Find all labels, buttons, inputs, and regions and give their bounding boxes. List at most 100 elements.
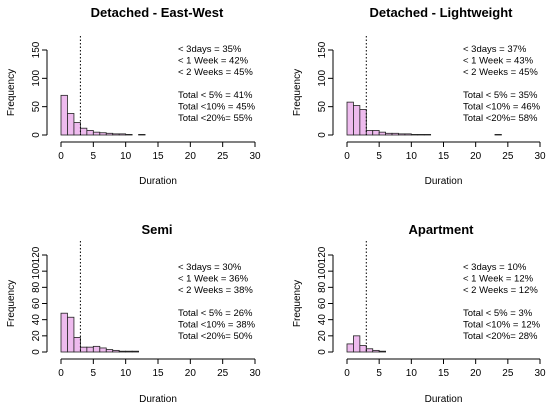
histogram-bar: [105, 349, 114, 353]
annotation-text: Total <20%= 58%: [463, 113, 538, 124]
x-tick-label: 5: [91, 368, 97, 379]
histogram-bar: [372, 349, 380, 353]
y-tick-label: 120: [317, 246, 328, 263]
annotation-text: Total <10% = 12%: [463, 320, 541, 331]
y-tick-label: 0: [317, 132, 328, 138]
annotation-text: Total < 5% = 26%: [178, 308, 253, 319]
annotation-text: Total <20%= 55%: [178, 113, 253, 124]
histogram-bar: [410, 134, 419, 136]
x-tick-label: 25: [502, 368, 514, 379]
chart-title: Semi: [141, 222, 172, 237]
histogram-bar: [346, 101, 354, 136]
y-tick-label: 40: [317, 314, 328, 326]
x-tick-label: 25: [217, 151, 229, 162]
histogram-bar: [417, 134, 425, 136]
histogram-bar: [112, 133, 120, 136]
histogram-bar: [385, 132, 393, 136]
x-tick-label: 10: [120, 368, 132, 379]
annotation-text: < 3days = 10%: [463, 262, 527, 273]
histogram-bar: [125, 134, 133, 136]
x-tick-label: 20: [185, 151, 197, 162]
histogram-bar: [67, 113, 75, 136]
histogram-bar: [353, 105, 361, 136]
x-axis-label: Duration: [425, 176, 463, 187]
histogram-bar: [92, 345, 101, 353]
x-tick-label: 15: [438, 368, 450, 379]
y-tick-label: 120: [31, 246, 42, 263]
histogram-bar: [80, 346, 88, 353]
x-tick-label: 20: [470, 151, 482, 162]
x-tick-label: 20: [185, 368, 197, 379]
x-axis-label: Duration: [139, 176, 177, 187]
y-axis-label: Frequency: [292, 280, 303, 327]
histogram-bar: [99, 347, 107, 353]
histogram-bar: [118, 133, 127, 136]
histogram-bar: [346, 343, 354, 353]
x-tick-label: 25: [502, 151, 514, 162]
chart-title: Detached - Lightweight: [370, 5, 514, 20]
histogram-bar: [73, 122, 81, 136]
x-tick-label: 20: [470, 368, 482, 379]
histogram-bar: [398, 133, 406, 136]
y-tick-label: 40: [31, 314, 42, 326]
x-tick-label: 10: [406, 151, 418, 162]
x-tick-label: 0: [344, 151, 350, 162]
histogram-bar: [73, 337, 81, 353]
x-tick-label: 5: [91, 151, 97, 162]
y-tick-label: 20: [31, 330, 42, 342]
histogram-bar: [365, 130, 374, 136]
y-tick-label: 100: [31, 70, 42, 87]
histogram-bar: [365, 348, 374, 353]
x-tick-label: 5: [376, 151, 382, 162]
annotation-text: < 2 Weeks = 38%: [178, 285, 253, 296]
histogram-bar: [125, 350, 133, 353]
y-axis-label: Frequency: [6, 280, 17, 327]
chart-panel-1: Detached - East-West 0 50 100 150 Frequency 0 5…: [6, 5, 261, 187]
x-axis-label: Duration: [139, 394, 177, 405]
x-tick-label: 30: [534, 368, 546, 379]
y-tick-label: 20: [317, 330, 328, 342]
histogram-bar: [131, 350, 139, 353]
annotation-text: Total < 5% = 41%: [178, 90, 253, 101]
x-tick-label: 10: [120, 151, 132, 162]
x-axis-label: Duration: [425, 394, 463, 405]
histogram-bar: [391, 132, 399, 136]
annotation-text: < 2 Weeks = 45%: [178, 67, 253, 78]
y-tick-label: 0: [317, 349, 328, 355]
x-tick-label: 5: [376, 368, 382, 379]
y-axis-label: Frequency: [6, 69, 17, 116]
histogram-bar: [378, 350, 386, 353]
y-tick-label: 60: [317, 298, 328, 310]
y-tick-label: 100: [31, 262, 42, 279]
y-tick-label: 80: [317, 281, 328, 293]
annotation-text: Total <10% = 38%: [178, 320, 256, 331]
y-tick-label: 100: [317, 262, 328, 279]
histogram-bar: [372, 130, 380, 136]
histogram-bar: [378, 131, 386, 136]
annotation-text: < 3days = 37%: [463, 44, 527, 55]
x-tick-label: 15: [438, 151, 450, 162]
histogram-bar: [60, 312, 68, 353]
x-tick-label: 30: [249, 151, 261, 162]
histogram-bar: [80, 127, 88, 136]
annotation-text: < 3days = 30%: [178, 262, 242, 273]
annotation-text: < 3days = 35%: [178, 44, 242, 55]
annotation-text: Total <10% = 46%: [463, 102, 541, 113]
y-tick-label: 50: [317, 101, 328, 113]
x-tick-label: 0: [58, 368, 64, 379]
histogram-bar: [353, 335, 361, 353]
annotation-text: Total <10% = 45%: [178, 102, 256, 113]
y-tick-label: 150: [317, 41, 328, 58]
y-tick-label: 150: [31, 41, 42, 58]
y-tick-label: 100: [317, 70, 328, 87]
histogram-bar: [67, 316, 75, 353]
y-tick-label: 80: [31, 281, 42, 293]
x-tick-label: 25: [217, 368, 229, 379]
histogram-bar: [359, 345, 367, 353]
histogram-bar: [404, 133, 412, 136]
y-tick-label: 0: [31, 349, 42, 355]
x-tick-label: 10: [406, 368, 418, 379]
annotation-text: Total < 5% = 35%: [463, 90, 538, 101]
